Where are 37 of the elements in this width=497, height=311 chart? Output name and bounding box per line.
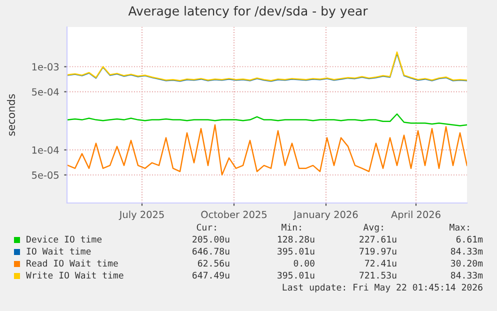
text: Avg: bbox=[363, 224, 383, 232]
y-tick-label: 1e-04 bbox=[32, 146, 59, 154]
y-axis-title: seconds bbox=[6, 94, 16, 136]
text: 227.61u bbox=[360, 236, 396, 243]
text: 30.20m bbox=[450, 260, 483, 267]
x-tick-label: October 2025 bbox=[201, 210, 267, 218]
legend-label: Read IO Wait time bbox=[26, 260, 118, 267]
legend-label: IO Wait time bbox=[26, 248, 91, 255]
text: Last update: Fri May 22 01:45:14 2026 bbox=[282, 284, 482, 292]
text: Cur: bbox=[196, 224, 216, 231]
text: 721.53u bbox=[360, 272, 396, 279]
line-series bbox=[67, 124, 467, 176]
text: 84.33m bbox=[450, 272, 483, 279]
y-tick-label: 1e-03 bbox=[32, 63, 59, 71]
text: 646.78u bbox=[192, 248, 230, 255]
text: 128.28u bbox=[278, 236, 314, 243]
y-tick-label: 5e-05 bbox=[32, 171, 59, 179]
chart-title: Average latency for /dev/sda - by year bbox=[128, 6, 368, 18]
text: 62.56u bbox=[198, 260, 230, 267]
text: 719.97u bbox=[360, 248, 396, 255]
legend-label: Device IO time bbox=[26, 236, 102, 243]
x-tick-label: July 2025 bbox=[118, 210, 164, 220]
y-tick-label: 5e-04 bbox=[32, 88, 59, 96]
text: 395.01u bbox=[278, 272, 314, 279]
x-tick-label: April 2026 bbox=[391, 210, 440, 220]
text: 6.61m bbox=[456, 236, 483, 243]
text: 205.00u bbox=[192, 236, 230, 243]
text: Min: bbox=[282, 224, 301, 231]
x-tick-label: January 2026 bbox=[293, 210, 358, 220]
text: 84.33m bbox=[450, 248, 483, 255]
text: Max: bbox=[450, 224, 469, 231]
text: 0.00 bbox=[294, 260, 314, 267]
legend-label: Write IO Wait time bbox=[26, 272, 124, 279]
text: 72.41u bbox=[365, 260, 396, 267]
text: 647.49u bbox=[192, 272, 230, 279]
line-series bbox=[67, 113, 467, 126]
text: 395.01u bbox=[278, 248, 314, 255]
